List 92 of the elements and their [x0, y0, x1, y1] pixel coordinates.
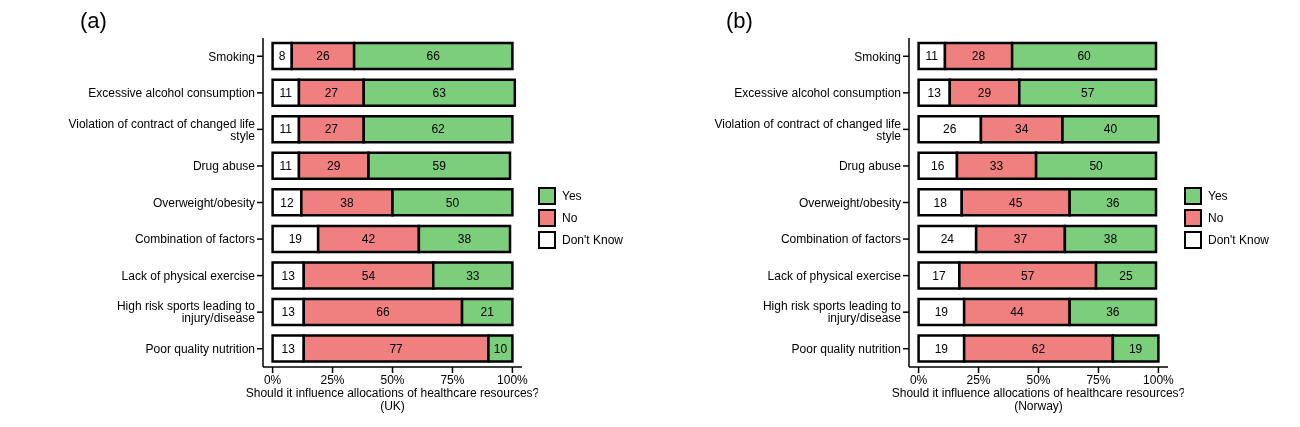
data-label: 27	[324, 85, 339, 100]
data-label: 29	[977, 85, 992, 100]
data-label: 45	[1009, 195, 1023, 210]
data-label: 57	[1080, 85, 1095, 100]
data-label: 50	[1089, 159, 1104, 174]
data-label: 19	[934, 305, 949, 320]
data-label: 34	[1015, 122, 1029, 137]
y-tick-label: Smoking	[208, 49, 255, 64]
data-label: 66	[426, 49, 441, 64]
data-label: 66	[376, 305, 390, 320]
data-label: 12	[280, 195, 294, 210]
y-tick-label: Poor quality nutrition	[145, 341, 255, 356]
data-label: 13	[281, 305, 296, 320]
legend-label: Don't Know	[1208, 232, 1269, 247]
chart-title: (b)	[726, 8, 753, 34]
y-tick-label: Overweight/obesity	[152, 195, 255, 210]
data-label: 13	[927, 85, 942, 100]
y-tick-label: Lack of physical exercise	[121, 268, 256, 283]
data-label: 24	[940, 232, 955, 247]
y-tick-label: Excessive alcohol consumption	[88, 86, 255, 101]
y-tick-label: Drug abuse	[192, 159, 256, 174]
data-label: 33	[989, 159, 1004, 174]
legend-label: No	[562, 210, 578, 225]
data-label: 37	[1013, 232, 1028, 247]
data-label: 38	[457, 232, 472, 247]
x-tick-label: 25%	[320, 372, 345, 387]
data-label: 33	[466, 268, 480, 283]
data-label: 50	[445, 195, 460, 210]
x-tick-label: 100%	[497, 372, 529, 387]
data-label: 57	[1021, 268, 1035, 283]
y-tick-label: Overweight/obesity	[798, 195, 901, 210]
legend-label: Yes	[562, 188, 582, 203]
x-axis-title: Should it influence allocations of healthcare resources? (Norway)	[891, 386, 1186, 413]
y-tick-label: Violation of contract of changed life style	[714, 116, 902, 143]
x-tick-label: 75%	[1086, 372, 1111, 387]
y-tick-label: Combination of factors	[780, 232, 901, 247]
data-label: 62	[431, 122, 446, 137]
data-label: 38	[1103, 232, 1118, 247]
data-label: 26	[316, 49, 330, 64]
data-label: 63	[432, 85, 447, 100]
x-tick-label: 75%	[440, 372, 465, 387]
y-tick-label: High risk sports leading to injury/disease	[762, 299, 902, 326]
data-label: 19	[934, 341, 949, 356]
y-tick-label: Drug abuse	[838, 159, 902, 174]
data-label: 11	[279, 122, 293, 137]
y-tick-label: Excessive alcohol consumption	[734, 86, 901, 101]
data-label: 11	[279, 159, 293, 174]
x-tick-label: 50%	[380, 372, 405, 387]
x-tick-label: 0%	[909, 372, 928, 387]
data-label: 77	[389, 341, 404, 356]
data-label: 18	[933, 195, 948, 210]
data-label: 11	[925, 49, 939, 64]
data-label: 44	[1010, 305, 1024, 320]
data-label: 26	[943, 122, 957, 137]
data-label: 29	[327, 159, 341, 174]
data-label: 54	[361, 268, 376, 283]
x-axis-title: Should it influence allocations of healthcare resources? (UK)	[245, 386, 540, 413]
data-label: 36	[1106, 305, 1120, 320]
data-label: 21	[480, 305, 495, 320]
data-label: 40	[1103, 122, 1118, 137]
legend-label: Yes	[1208, 188, 1228, 203]
data-label: 13	[281, 341, 296, 356]
y-tick-label: High risk sports leading to injury/disease	[116, 299, 256, 326]
data-label: 36	[1106, 195, 1120, 210]
y-tick-label: Combination of factors	[134, 232, 255, 247]
x-tick-label: 100%	[1143, 372, 1175, 387]
legend-label: No	[1208, 210, 1224, 225]
x-tick-label: 25%	[966, 372, 991, 387]
data-label: 17	[932, 268, 946, 283]
data-label: 62	[1031, 341, 1046, 356]
chart-title: (a)	[80, 8, 107, 34]
data-label: 19	[1128, 341, 1143, 356]
data-label: 27	[324, 122, 339, 137]
y-tick-label: Violation of contract of changed life style	[68, 116, 256, 143]
data-label: 60	[1077, 49, 1092, 64]
y-tick-label: Poor quality nutrition	[791, 341, 901, 356]
data-label: 13	[281, 268, 296, 283]
x-tick-label: 50%	[1026, 372, 1051, 387]
data-label: 8	[278, 49, 286, 64]
y-tick-label: Lack of physical exercise	[767, 268, 902, 283]
legend-label: Don't Know	[562, 232, 623, 247]
data-label: 19	[288, 232, 303, 247]
data-label: 16	[931, 159, 945, 174]
data-label: 42	[361, 232, 376, 247]
data-label: 25	[1119, 268, 1134, 283]
data-label: 10	[493, 341, 508, 356]
data-label: 28	[971, 49, 986, 64]
y-tick-label: Smoking	[854, 49, 901, 64]
x-tick-label: 0%	[263, 372, 282, 387]
data-label: 11	[279, 85, 293, 100]
data-label: 38	[340, 195, 354, 210]
data-label: 59	[432, 159, 447, 174]
